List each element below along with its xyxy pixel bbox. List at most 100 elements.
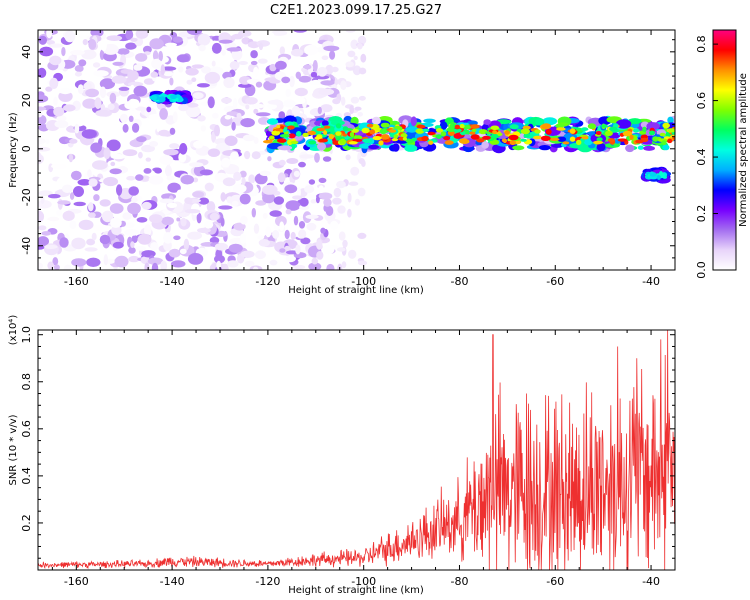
- noise-blob: [86, 257, 101, 267]
- noise-blob: [126, 175, 136, 181]
- noise-blob: [279, 46, 285, 55]
- noise-blob: [285, 88, 291, 98]
- noise-blob: [132, 123, 140, 133]
- noise-blob: [117, 48, 130, 55]
- signal-blob-core: [318, 138, 328, 143]
- noise-blob: [83, 82, 92, 91]
- noise-blob: [189, 162, 204, 168]
- noise-blob: [347, 50, 356, 58]
- noise-blob: [357, 43, 363, 50]
- noise-blob: [357, 187, 366, 197]
- noise-blob: [147, 257, 164, 265]
- noise-blob: [284, 184, 298, 194]
- noise-blob: [172, 36, 183, 43]
- y-tick-label: 40: [20, 45, 33, 59]
- noise-blob: [178, 104, 189, 112]
- noise-blob: [233, 222, 246, 231]
- noise-blob: [298, 75, 312, 83]
- snr-y-axis: 0.2 0.4 0.6 0.8 1.0: [20, 326, 675, 559]
- noise-blob: [251, 103, 265, 109]
- signal-blob-core: [449, 123, 454, 130]
- y-tick-label: 1.0: [20, 326, 33, 344]
- noise-blob: [192, 191, 205, 198]
- noise-blob: [169, 77, 174, 86]
- signal-blob-core: [667, 128, 675, 133]
- noise-blob: [318, 192, 333, 200]
- noise-blob: [138, 151, 143, 159]
- noise-blob: [298, 97, 306, 104]
- noise-blob: [299, 154, 315, 159]
- noise-blob: [197, 115, 206, 122]
- noise-blob: [326, 263, 335, 270]
- x-tick-label: -120: [255, 275, 280, 288]
- noise-blob: [267, 156, 272, 162]
- noise-blob: [168, 248, 181, 258]
- noise-blob: [180, 174, 194, 185]
- noise-blob: [94, 97, 102, 109]
- noise-blob: [305, 214, 319, 219]
- noise-blob: [62, 210, 75, 221]
- signal-blob-core: [287, 139, 293, 146]
- y-tick-label: 0.4: [20, 467, 33, 485]
- colorbar-tick-label: 0.4: [695, 148, 708, 166]
- signal-blob: [392, 143, 400, 152]
- signal-blob-core: [656, 174, 662, 180]
- noise-blob: [254, 173, 268, 185]
- signal-blob-core: [308, 140, 317, 145]
- noise-blob: [221, 157, 231, 168]
- noise-blob: [317, 66, 328, 77]
- signal-blob: [538, 145, 551, 151]
- noise-blob: [84, 247, 98, 252]
- noise-blob: [295, 244, 301, 255]
- signal-blob-core: [362, 138, 373, 144]
- noise-blob: [350, 39, 359, 50]
- noise-blob: [187, 231, 203, 240]
- noise-blob: [285, 209, 292, 215]
- noise-blob: [125, 42, 137, 50]
- noise-blob: [45, 139, 50, 145]
- signal-blob-core: [348, 141, 358, 145]
- x-tick-label: -40: [642, 275, 660, 288]
- noise-blob: [186, 30, 203, 36]
- noise-blob: [308, 179, 316, 185]
- noise-blob: [262, 184, 278, 195]
- signal-blob-core: [422, 128, 430, 132]
- noise-blob: [130, 241, 135, 249]
- noise-blob: [146, 106, 152, 113]
- noise-blob: [141, 201, 152, 210]
- noise-blob: [354, 106, 362, 111]
- signal-blob-core: [428, 140, 434, 145]
- noise-blob: [293, 30, 307, 33]
- noise-blob: [220, 192, 226, 202]
- signal-blob-core: [378, 140, 384, 146]
- noise-blob: [176, 54, 190, 63]
- noise-blob: [47, 216, 60, 222]
- x-tick-label: -40: [642, 575, 660, 588]
- signal-blob-core: [380, 134, 390, 140]
- noise-blob: [197, 227, 211, 234]
- signal-blob-core: [349, 131, 355, 138]
- snr-series-line: [38, 330, 675, 570]
- signal-blob-core: [482, 135, 491, 140]
- noise-blob: [345, 61, 355, 68]
- noise-blob: [110, 153, 126, 160]
- noise-blob: [323, 198, 332, 207]
- noise-blob: [333, 187, 342, 198]
- colorbar-tick-label: 0.6: [695, 92, 708, 110]
- signal-blob-core: [595, 131, 602, 135]
- noise-blob: [169, 143, 180, 149]
- noise-blob: [321, 55, 329, 61]
- noise-blob: [40, 196, 45, 204]
- noise-blob: [130, 84, 135, 93]
- x-tick-label: -160: [64, 275, 89, 288]
- colorbar-axis: 0.0 0.2 0.4 0.6 0.8: [695, 35, 718, 279]
- noise-blob: [103, 176, 119, 187]
- noise-blob: [61, 46, 66, 57]
- noise-blob: [179, 143, 188, 155]
- signal-blob: [267, 118, 279, 125]
- signal-blob-core: [520, 138, 527, 142]
- noise-blob: [350, 166, 360, 176]
- noise-blob: [59, 237, 69, 248]
- noise-blob: [141, 144, 155, 153]
- noise-blob: [311, 257, 318, 265]
